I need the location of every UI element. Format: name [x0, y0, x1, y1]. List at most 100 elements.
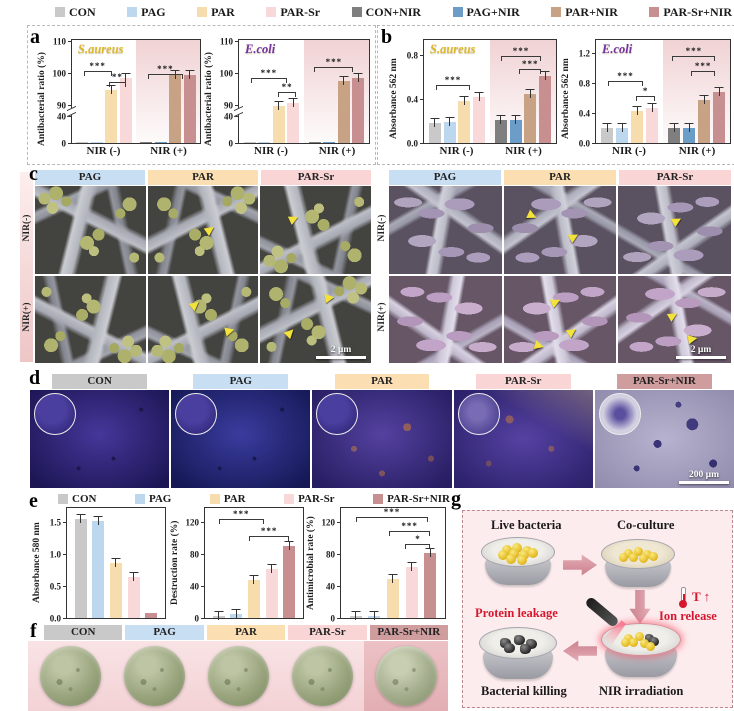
bacteria-dot	[640, 639, 650, 649]
chart-antibacterial-ecoli: Antibacterial ratio (%) 0 40 90 100 110 *** ** *…	[202, 37, 370, 159]
chart-main: 0.0 0.4 0.8 1.2 *** * *** *** E.coli NIR (-) NIR (…	[573, 39, 731, 159]
y-tick-mark	[68, 115, 71, 117]
bacteria-dot	[646, 642, 656, 652]
dead-bacteria-dot	[504, 643, 516, 654]
chart-main: 0.0 0.5 1.0 1.5	[44, 507, 166, 623]
y-tick-mark	[68, 143, 71, 144]
error-bar	[617, 122, 627, 132]
bar	[145, 612, 158, 618]
error-bar	[714, 86, 724, 96]
bacteria-arrow-icon: ▶	[548, 292, 563, 310]
bar	[283, 540, 296, 618]
y-tick-mark	[63, 586, 66, 587]
y-tick-mark	[201, 554, 204, 555]
legend-item: PAR	[209, 493, 246, 505]
y-tick-mark	[68, 41, 71, 43]
significance-label: ***	[383, 506, 401, 517]
significance-label: ***	[233, 509, 250, 519]
bar-group	[596, 40, 663, 143]
y-tick-label: 0.8	[578, 78, 590, 89]
x-axis-spacer	[216, 144, 238, 159]
chart-absorbance-saureus: Absorbance 562 nm 0.0 0.4 0.8 *** *** *** S.aur…	[387, 39, 557, 159]
arrow-layer: ▶	[618, 186, 731, 274]
legend-item: PAR-Sr	[284, 493, 335, 505]
cv-inset-circle	[457, 393, 500, 435]
cv-inset-circle	[34, 393, 76, 435]
error-bar	[511, 115, 521, 124]
x-group-label: NIR (-)	[86, 145, 121, 157]
arrow-layer: ▶	[260, 186, 371, 274]
bar	[524, 89, 537, 143]
y-tick-mark	[592, 113, 595, 114]
agar-plate-parsr-nir	[375, 646, 437, 706]
error-bar	[121, 72, 131, 82]
label-nir-irradiation: NIR irradiation	[599, 684, 684, 698]
significance-bracket: **	[109, 73, 126, 88]
legend-label: CON	[69, 4, 96, 19]
error-bar	[602, 123, 612, 132]
bacteria-dot	[623, 549, 633, 559]
plate-slot-parsr-nir	[364, 641, 448, 711]
dish-co-culture	[601, 539, 675, 587]
y-tick-mark	[337, 554, 340, 555]
x-group-label: NIR (+)	[150, 145, 187, 157]
agar-plate-par	[207, 646, 269, 706]
significance-label: ***	[444, 75, 462, 86]
chart-absorbance-ecoli: Absorbance 562 nm 0.0 0.4 0.8 1.2 *** * *** *** E…	[559, 39, 731, 159]
bar	[668, 123, 680, 143]
significance-label: ***	[325, 56, 343, 67]
bar	[405, 561, 418, 618]
bar	[509, 115, 522, 143]
sem-texture	[35, 186, 146, 274]
scale-bar-cv: 200 µm	[678, 469, 729, 484]
y-axis-label: Antibacterial ratio (%)	[37, 52, 47, 146]
error-bar	[388, 573, 398, 583]
agar-plates-row	[28, 641, 448, 711]
error-bar	[339, 75, 349, 85]
y-tick-label: 80	[190, 549, 199, 560]
sem-texture	[389, 186, 502, 274]
column-header-par: PAR	[206, 625, 286, 640]
bacteria-dot	[639, 553, 649, 563]
y-tick-label: 0.4	[406, 94, 418, 105]
bar	[323, 141, 336, 143]
column-header-par-sr: PAR-Sr	[288, 625, 367, 640]
column-header-par-sr: PAR-Sr	[261, 170, 371, 185]
x-group-label: NIR (+)	[318, 145, 356, 157]
bar-group	[67, 508, 165, 618]
agar-plate-con	[39, 646, 101, 706]
significance-bracket: ***	[249, 526, 290, 541]
error-bar	[445, 117, 455, 126]
legend-swatch	[284, 494, 295, 504]
legend-label: CON	[72, 493, 97, 505]
dish-opening	[479, 627, 557, 660]
column-header-par: PAR	[504, 170, 616, 185]
x-group-label: NIR (+)	[505, 145, 542, 157]
bar-group	[72, 40, 136, 143]
error-bar	[267, 563, 277, 573]
error-bar	[249, 575, 259, 584]
sem-image-saureus-parsr-nir-plus: ▶ ▶ 2 µm	[260, 275, 371, 363]
scale-bar-text: 200 µm	[688, 469, 719, 480]
error-bar	[496, 115, 506, 124]
legend-item: CON	[58, 493, 96, 505]
bar	[601, 123, 613, 143]
sem-image-saureus-par-nir-plus: ▶ ▶	[147, 275, 259, 363]
chart-body: 0.0 0.4 0.8 1.2 *** * *** *** E.coli	[573, 39, 731, 148]
dish-live-bacteria	[481, 537, 555, 585]
bacteria-dot	[634, 631, 644, 641]
bar	[352, 72, 365, 143]
y-tick-label: 1.2	[578, 48, 590, 59]
significance-bracket: ***	[672, 47, 716, 62]
y-tick-mark	[235, 73, 238, 75]
bar	[119, 72, 132, 143]
legend-item: PAR	[197, 5, 235, 20]
column-header-par-sr+nir: PAR-Sr+NIR	[617, 374, 712, 389]
chart-main: 0 40 90 100 110 *** ** *** E.coli NIR (-) NIR (+)	[216, 37, 370, 159]
significance-label: ***	[522, 58, 539, 69]
scale-bar-saureus: 2 µm	[315, 345, 366, 359]
y-axis: 0 40 80 120	[318, 507, 340, 623]
error-bar	[407, 561, 417, 571]
y-axis: 0.0 0.5 1.0 1.5	[44, 507, 66, 623]
significance-label: **	[111, 72, 123, 83]
